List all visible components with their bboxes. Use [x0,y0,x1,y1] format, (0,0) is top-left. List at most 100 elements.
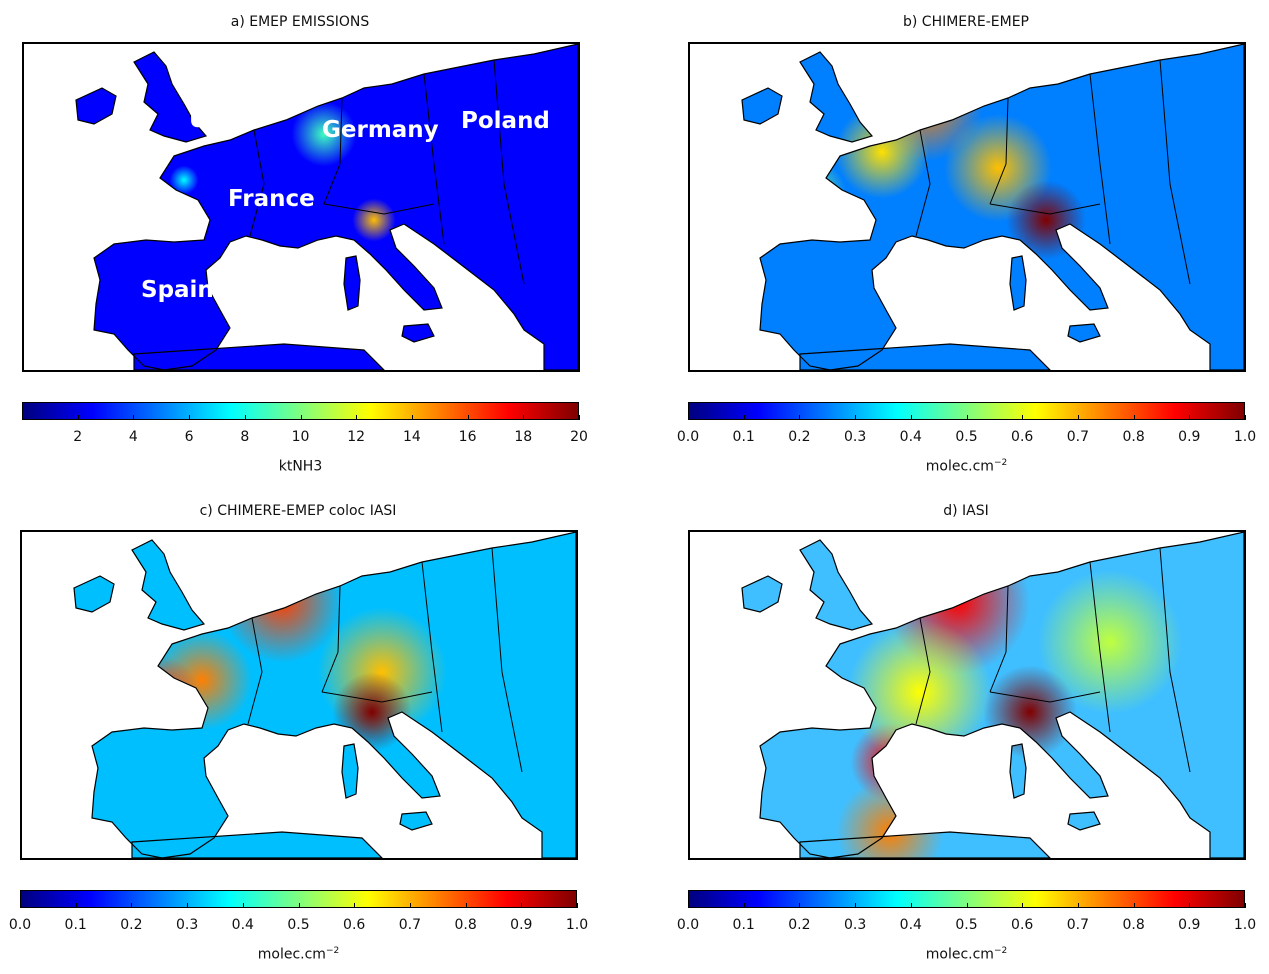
colorbar-tick-mark [1189,903,1191,908]
map-c-svg [22,532,576,858]
label-uk: UK [189,107,227,133]
colorbar-tick-mark [743,903,745,908]
colorbar-tick-label: 0.4 [899,917,922,933]
land-region [76,88,116,124]
colorbar-tick-mark [1022,415,1024,420]
hotspot [848,620,992,764]
colorbar-tick-mark [298,903,300,908]
colorbar-tick-label: 0.3 [843,429,867,445]
colorbar-tick-label: 0.4 [231,917,254,933]
colorbar-tick-mark [1133,415,1135,420]
colorbar-tick-label: 0.0 [8,917,32,933]
hotspot [169,165,199,195]
colorbar-label-c: molec.cm−2 [257,946,340,963]
border-line [323,97,343,205]
colorbar-tick-mark [409,903,411,908]
colorbar-tick-mark [187,903,189,908]
colorbar-tick-label: 0.0 [676,917,700,933]
colorbar-tick-mark [521,903,523,908]
land-region [1068,812,1100,830]
border-line [1067,323,1101,343]
hotspot [352,198,396,242]
border-line [989,203,1101,215]
colorbar-tick-label: 12 [347,429,366,445]
colorbar-tick-label: 0.3 [175,917,199,933]
colorbar-tick-label: 0.8 [454,917,477,933]
border-line [1009,743,1027,799]
colorbar-label-a: ktNH3 [278,458,323,475]
land-region [134,52,206,142]
colorbar-tick-mark [465,903,467,908]
colorbar-tick-label: 0.8 [1122,429,1145,445]
colorbar-tick-mark [743,415,745,420]
colorbar-tick-mark [1245,903,1246,908]
colorbar-tick-mark [966,903,968,908]
colorbar-tick-label: 0.1 [732,917,755,933]
colorbar-tick-label: 8 [240,429,250,445]
colorbar-tick-mark [133,415,135,420]
land-blobs [76,44,578,370]
border-line [131,831,383,858]
country-borders [75,44,578,370]
map-d-svg [690,532,1244,858]
border-line [741,575,783,613]
colorbar-tick-mark [688,415,689,420]
colorbar-tick-label: 14 [402,429,421,445]
border-line [1159,59,1191,285]
panel-title: b) CHIMERE-EMEP [903,14,1029,30]
colorbar-tick-label: 0.6 [343,917,366,933]
hotspot [1038,570,1182,714]
border-line [401,323,435,343]
colorbar-tick-label: 0.5 [955,917,978,933]
map-d [688,530,1246,860]
colorbar-tick-label: 0.7 [398,917,422,933]
label-germany: Germany [322,117,439,143]
colorbar-tick-label: 0.0 [676,429,700,445]
colorbar-tick-label: 0.3 [843,917,867,933]
colorbar-tick-mark [577,903,578,908]
country-borders [741,532,1244,858]
colorbar-tick-label: 0.4 [899,429,922,445]
colorbar-tick-mark [242,903,244,908]
border-line [249,129,265,237]
colorbar-tick-mark [411,415,413,420]
land-region [402,324,434,342]
map-c [20,530,578,860]
map-b-svg [690,44,1244,370]
colorbar-tick-label: 0.2 [788,917,811,933]
land-region [742,88,782,124]
colorbar-tick-mark [1189,415,1191,420]
colorbar-tick-mark [244,415,246,420]
panel-title: a) EMEP EMISSIONS [230,14,370,30]
colorbar-tick-mark [855,415,857,420]
land-region [742,576,782,612]
colorbar-tick-label: 0.9 [1178,429,1201,445]
map-b [688,42,1246,372]
country-borders [73,532,576,858]
land-region [800,540,872,630]
colorbar-tick-label: 16 [458,429,477,445]
border-line [93,44,578,370]
border-line [399,811,433,831]
colorbar-tick-mark [799,415,801,420]
colorbar-tick-mark [966,415,968,420]
border-line [423,73,445,245]
colorbar-tick-label: 1.0 [1233,429,1257,445]
land-region [1010,256,1026,310]
colorbar-tick-label: 0.6 [1011,917,1034,933]
border-line [799,831,1051,858]
border-line [799,51,874,143]
border-line [323,203,435,215]
colorbar-tick-label: 0.8 [1122,917,1145,933]
colorbar-tick-label: 1.0 [1233,917,1257,933]
colorbar-tick-mark [1245,415,1246,420]
panel-title: d) IASI [943,503,989,519]
colorbar-tick-label: 2 [73,429,83,445]
map-a-svg: UK Germany Poland France Spain [24,44,578,370]
colorbar-tick-mark [467,415,469,420]
border-line [75,87,117,125]
colorbar-tick-mark [131,903,133,908]
colorbar-tick-mark [799,903,801,908]
border-line [915,617,931,725]
colorbar-tick-label: 0.2 [788,429,811,445]
